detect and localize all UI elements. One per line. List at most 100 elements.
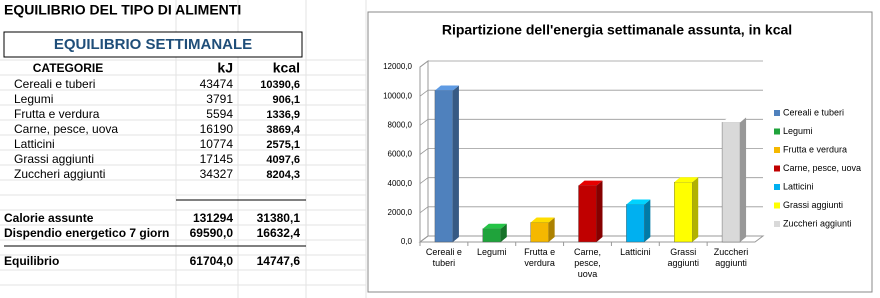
bar-top [530,217,555,223]
y-tick-label: 8000,0 [388,120,413,129]
cell: Cereali e tuberi [14,77,95,91]
bar-top [482,223,507,229]
x-label-box: Latticini [620,247,651,257]
x-tick-label: Latticini [620,247,651,257]
cell: 34327 [200,167,234,181]
bar-front [626,204,645,243]
cell: Zuccheri aggiunti [14,167,105,181]
bar [626,199,651,243]
legend-label: Grassi aggiunti [783,200,843,210]
bar-front [721,122,741,243]
cell: 2575,1 [266,139,300,151]
cell: Latticini [14,137,55,151]
bar-top [434,85,459,91]
total-cell: 31380,1 [257,211,301,225]
legend-label: Zuccheri aggiunti [783,218,852,228]
legend-label: Cereali e tuberi [783,107,844,117]
cell: 3869,4 [266,124,301,136]
bar-front [434,90,454,243]
x-label-box: Grassi aggiunti [667,247,699,268]
bar-side [500,223,507,242]
cell: 4097,6 [266,154,300,166]
legend-swatch [774,110,780,116]
bar-front [578,185,597,243]
x-tick-label: Zuccheri aggiunti [713,247,749,268]
y-tick-label: 4000,0 [388,179,413,188]
grid-line [419,89,763,97]
legend-swatch [774,221,780,227]
cell: 16190 [200,122,234,136]
y-tick-label: 12000,0 [383,62,412,71]
bar-top [722,117,747,123]
cell: Grassi aggiunti [14,152,94,166]
total-cell: 61704,0 [190,254,234,268]
x-tick-label: Carne, pesce, uova [573,247,601,279]
total-cell: Dispendio energetico 7 giorn [4,226,169,240]
x-label-box: Carne, pesce, uova [573,247,601,279]
x-label-box: Cereali e tuberi [425,247,462,268]
bar-side [692,177,699,242]
grid-line [419,177,763,184]
bar-top [578,180,603,186]
bar-side [548,217,555,242]
bar [482,223,507,243]
cell: 906,1 [272,94,300,106]
bar-front [482,228,501,243]
legend-swatch [774,184,780,190]
grid-line [419,235,763,243]
cell: 17145 [200,152,234,166]
subtitle-box [3,31,303,58]
bar-side [644,199,651,242]
legend-label: Latticini [783,181,814,191]
legend-swatch [774,128,780,135]
column-header: kJ [217,60,233,76]
x-tick-label: Cereali e tuberi [425,247,462,268]
total-cell: 16632,4 [257,226,301,240]
x-label-box: Legumi [477,247,507,257]
total-cell: Calorie assunte [4,211,94,225]
x-tick-label: Legumi [477,247,507,257]
bar [674,177,699,243]
total-cell: Equilibrio [4,254,59,268]
total-cell: 131294 [193,211,233,225]
cell: 1336,9 [266,109,300,121]
x-tick-label: Grassi aggiunti [667,247,699,268]
x-tick-label: Frutta e verdura [524,247,556,268]
y-tick-label: 10000,0 [383,91,412,100]
legend-label: Frutta e verdura [783,144,847,154]
cell: Carne, pesce, uova [14,122,118,136]
cell: 5594 [206,107,233,121]
grid-line [419,206,763,214]
bar-side [740,117,747,242]
legend-label: Carne, pesce, uova [783,163,861,173]
x-label-box: Zuccheri aggiunti [713,247,749,268]
legend-swatch [774,202,780,209]
cell: 10390,6 [260,79,300,91]
cell: 43474 [200,77,234,91]
total-cell: 14747,6 [257,254,301,268]
bar [434,85,459,243]
total-cell: 69590,0 [190,226,234,240]
cell: Frutta e verdura [14,107,100,121]
bar [530,217,555,243]
bar-side [452,85,459,242]
x-label-box: Frutta e verdura [524,247,556,268]
cell: 8204,3 [266,169,300,181]
bar [721,117,747,243]
legend-label: Legumi [783,126,813,136]
y-tick-label: 2000,0 [388,208,413,217]
bar-front [674,182,693,243]
bar-top [626,199,651,205]
cell: 10774 [200,137,234,151]
cell: 3791 [206,92,233,106]
chart-title: Ripartizione dell'energia settimanale as… [442,22,792,38]
bar [578,180,603,243]
legend-swatch [774,165,780,172]
column-header: kcal [273,60,300,76]
cell: Legumi [14,92,53,106]
grid-line [419,118,763,126]
grid-line [419,60,763,68]
sheet-subtitle: EQUILIBRIO SETTIMANALE [54,36,252,53]
